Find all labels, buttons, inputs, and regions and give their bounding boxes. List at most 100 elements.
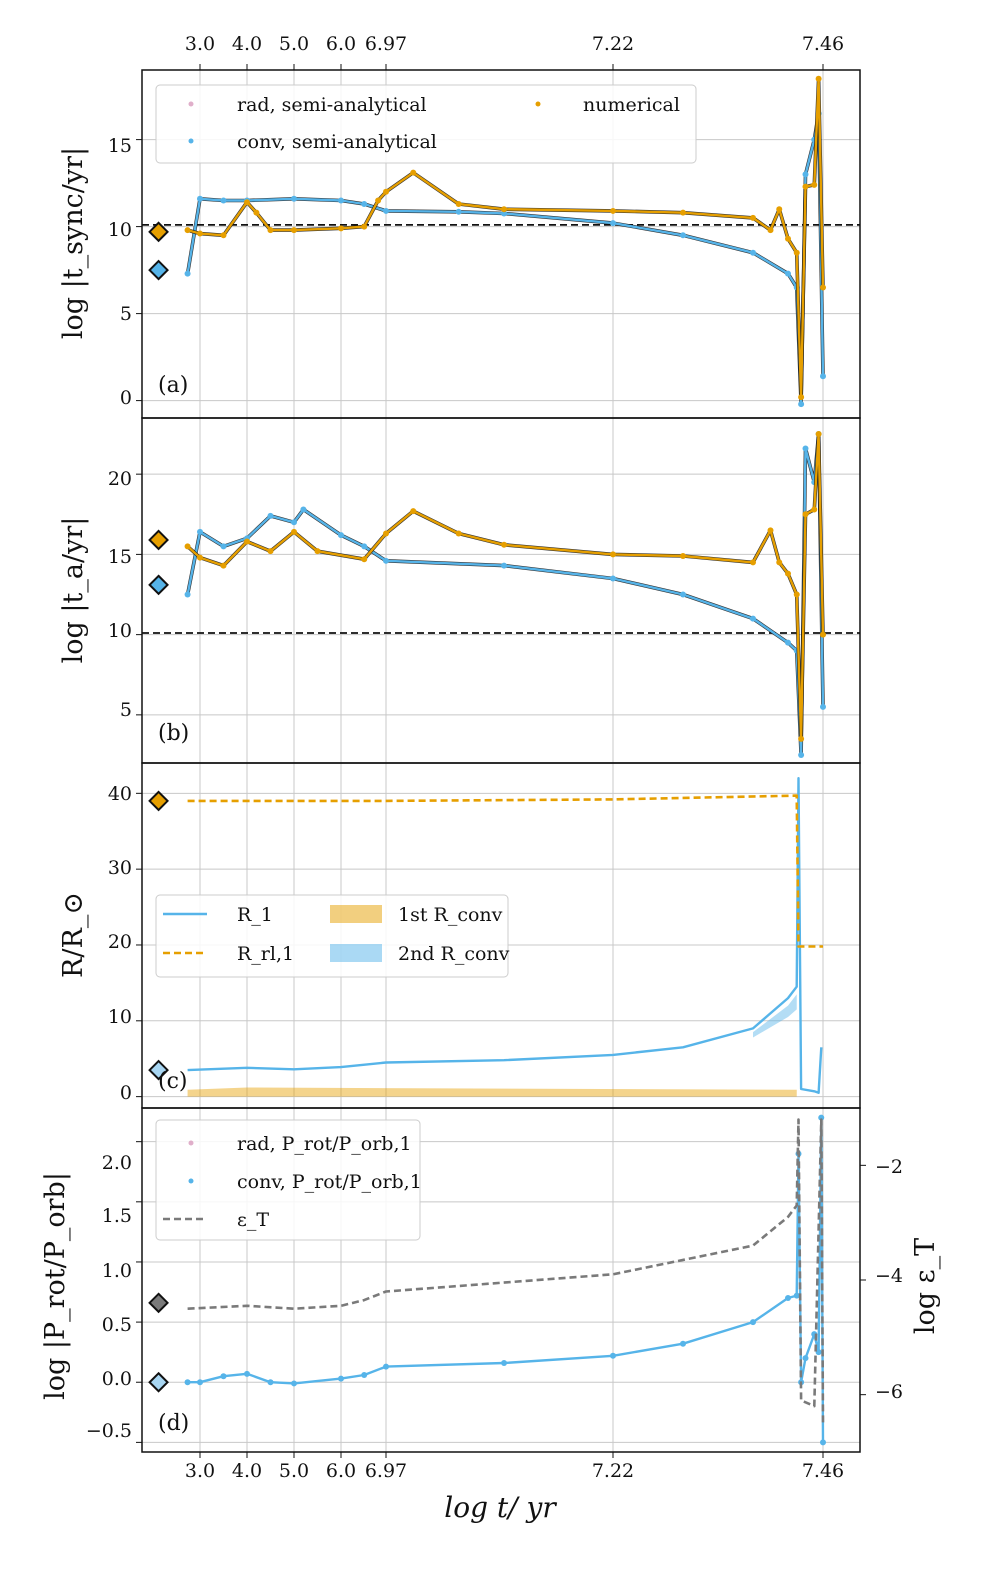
point-a-1-14 [610, 207, 616, 214]
point-a-1-0 [184, 227, 191, 234]
point-b-0-2 [220, 543, 227, 550]
point-b-1-12 [610, 551, 616, 558]
legend-conv1-swatch [330, 905, 382, 923]
panel-c-label: (c) [158, 1069, 188, 1094]
panel-d: −0.5 0.0 0.5 1.0 1.5 2.0 −6 −4 −2 log |P… [40, 1119, 941, 1442]
bottom-x-tick-labels: 3.0 4.0 5.0 6.0 6.97 7.22 7.46 [185, 1460, 844, 1482]
bottom-tick-7.22: 7.22 [592, 1460, 634, 1482]
point-a-1-13 [501, 206, 508, 213]
point-b-0-11 [610, 575, 616, 582]
point-a-1-7 [338, 225, 344, 232]
point-b-1-10 [455, 530, 462, 537]
point-b-1-16 [776, 559, 783, 566]
point-a-1-22 [802, 183, 809, 190]
panel-b-ytick-5: 5 [120, 699, 132, 721]
panel-d-y2tick-m4: −4 [875, 1265, 903, 1287]
point-a-1-25 [820, 284, 826, 291]
point-d-0-6 [338, 1375, 344, 1382]
point-b-1-17 [785, 570, 791, 577]
panel-d-y-ticks: −0.5 0.0 0.5 1.0 1.5 2.0 [86, 1152, 132, 1442]
panel-a-ytick-5: 5 [120, 303, 132, 325]
point-d-0-3 [244, 1370, 250, 1377]
legend-conv1-label: 1st R_conv [398, 904, 503, 926]
point-b-1-2 [220, 562, 227, 569]
conv-zone-2nd-band [753, 994, 797, 1038]
point-a-0-11 [680, 232, 686, 239]
point-a-1-3 [244, 199, 250, 206]
panel-d-ytick-2.0: 2.0 [102, 1152, 132, 1174]
bottom-tick-7.46: 7.46 [802, 1460, 844, 1482]
point-d-0-19 [815, 1349, 822, 1356]
point-d-0-13 [785, 1295, 791, 1302]
panel-c-legend: R_1 R_rl,1 1st R_conv 2nd R_conv [155, 894, 510, 978]
initial-marker-d-0 [148, 1292, 169, 1314]
panel-d-y2-label: log ε_T [910, 1238, 941, 1334]
point-b-1-22 [815, 431, 822, 438]
panel-d-ytick-1.0: 1.0 [102, 1260, 132, 1282]
x-axis-label: log t/ yr [444, 1491, 557, 1524]
panel-d-y2tick-m6: −6 [875, 1381, 903, 1403]
point-b-1-8 [383, 530, 389, 537]
point-a-0-10 [610, 220, 616, 227]
panel-a-ytick-15: 15 [108, 135, 132, 157]
panel-c-ytick-30: 30 [108, 857, 132, 879]
point-a-1-8 [361, 223, 368, 230]
point-b-1-21 [811, 506, 818, 513]
top-tick-7.46: 7.46 [802, 33, 844, 55]
panel-d-legend: rad, P_rot/P_orb,1 conv, P_rot/P_orb,1 ε… [155, 1119, 422, 1241]
point-b-1-13 [680, 553, 686, 559]
point-a-1-19 [785, 235, 791, 242]
point-a-0-9 [501, 210, 508, 217]
panel-a-legend: rad, semi-analytical conv, semi-analytic… [155, 84, 697, 164]
point-a-1-17 [767, 227, 774, 234]
series-outline-b-0 [185, 432, 825, 757]
point-a-0-2 [220, 197, 227, 204]
panel-a-label: (a) [158, 373, 188, 398]
series-line-c-1 [187, 794, 823, 948]
legend-rrl-label: R_rl,1 [237, 943, 294, 965]
initial-marker-a-1 [148, 259, 169, 281]
point-a-1-4 [253, 209, 260, 216]
top-tick-6.0: 6.0 [326, 33, 356, 55]
point-a-1-9 [375, 197, 382, 204]
series-line-d-0 [187, 1116, 825, 1443]
point-d-0-14 [793, 1292, 800, 1299]
point-d-0-20 [818, 1114, 825, 1121]
initial-marker-b-0 [148, 529, 169, 551]
point-b-1-15 [767, 527, 774, 534]
point-a-1-20 [793, 249, 800, 256]
bottom-tick-6.0: 6.0 [326, 1460, 356, 1482]
point-d-0-9 [501, 1359, 508, 1366]
conv-zone-1st-band [187, 1087, 797, 1097]
point-a-1-11 [410, 169, 417, 176]
point-b-0-16 [798, 751, 805, 758]
point-b-1-5 [291, 528, 297, 535]
panel-c: 0 10 20 30 40 R/R_⊙ (c) R_1 R_rl,1 1st R… [58, 783, 510, 1104]
legend-conv2-label: 2nd R_conv [398, 943, 510, 965]
point-a-1-5 [267, 227, 274, 234]
point-d-0-0 [184, 1379, 191, 1386]
point-b-1-19 [798, 735, 805, 742]
point-b-0-7 [338, 532, 344, 539]
series-line-c-0 [187, 777, 823, 1095]
legend-rad-label: rad, semi-analytical [237, 94, 427, 116]
point-a-0-0 [184, 270, 191, 277]
point-d-0-1 [197, 1379, 203, 1386]
panel-c-ytick-40: 40 [108, 783, 132, 805]
panel-d-y-label: log |P_rot/P_orb| [40, 1172, 71, 1400]
panel-c-legend-box [155, 894, 509, 978]
panel-a-ytick-0: 0 [120, 387, 132, 409]
panel-c-ytick-0: 0 [120, 1082, 132, 1104]
bottom-tick-6.97: 6.97 [365, 1460, 407, 1482]
panel-b-ytick-15: 15 [108, 546, 132, 568]
point-a-0-6 [361, 200, 368, 207]
point-a-0-5 [338, 197, 344, 204]
legend-d-conv-marker [188, 1178, 194, 1184]
panel-d-ytick-0.5: 0.5 [102, 1314, 132, 1336]
point-a-1-6 [291, 227, 297, 234]
bottom-tick-3.0: 3.0 [185, 1460, 215, 1482]
point-b-1-11 [501, 541, 508, 548]
initial-marker-c-0 [148, 790, 169, 812]
top-tick-5.0: 5.0 [279, 33, 309, 55]
panel-a-y-label: log |t_sync/yr| [58, 147, 89, 339]
